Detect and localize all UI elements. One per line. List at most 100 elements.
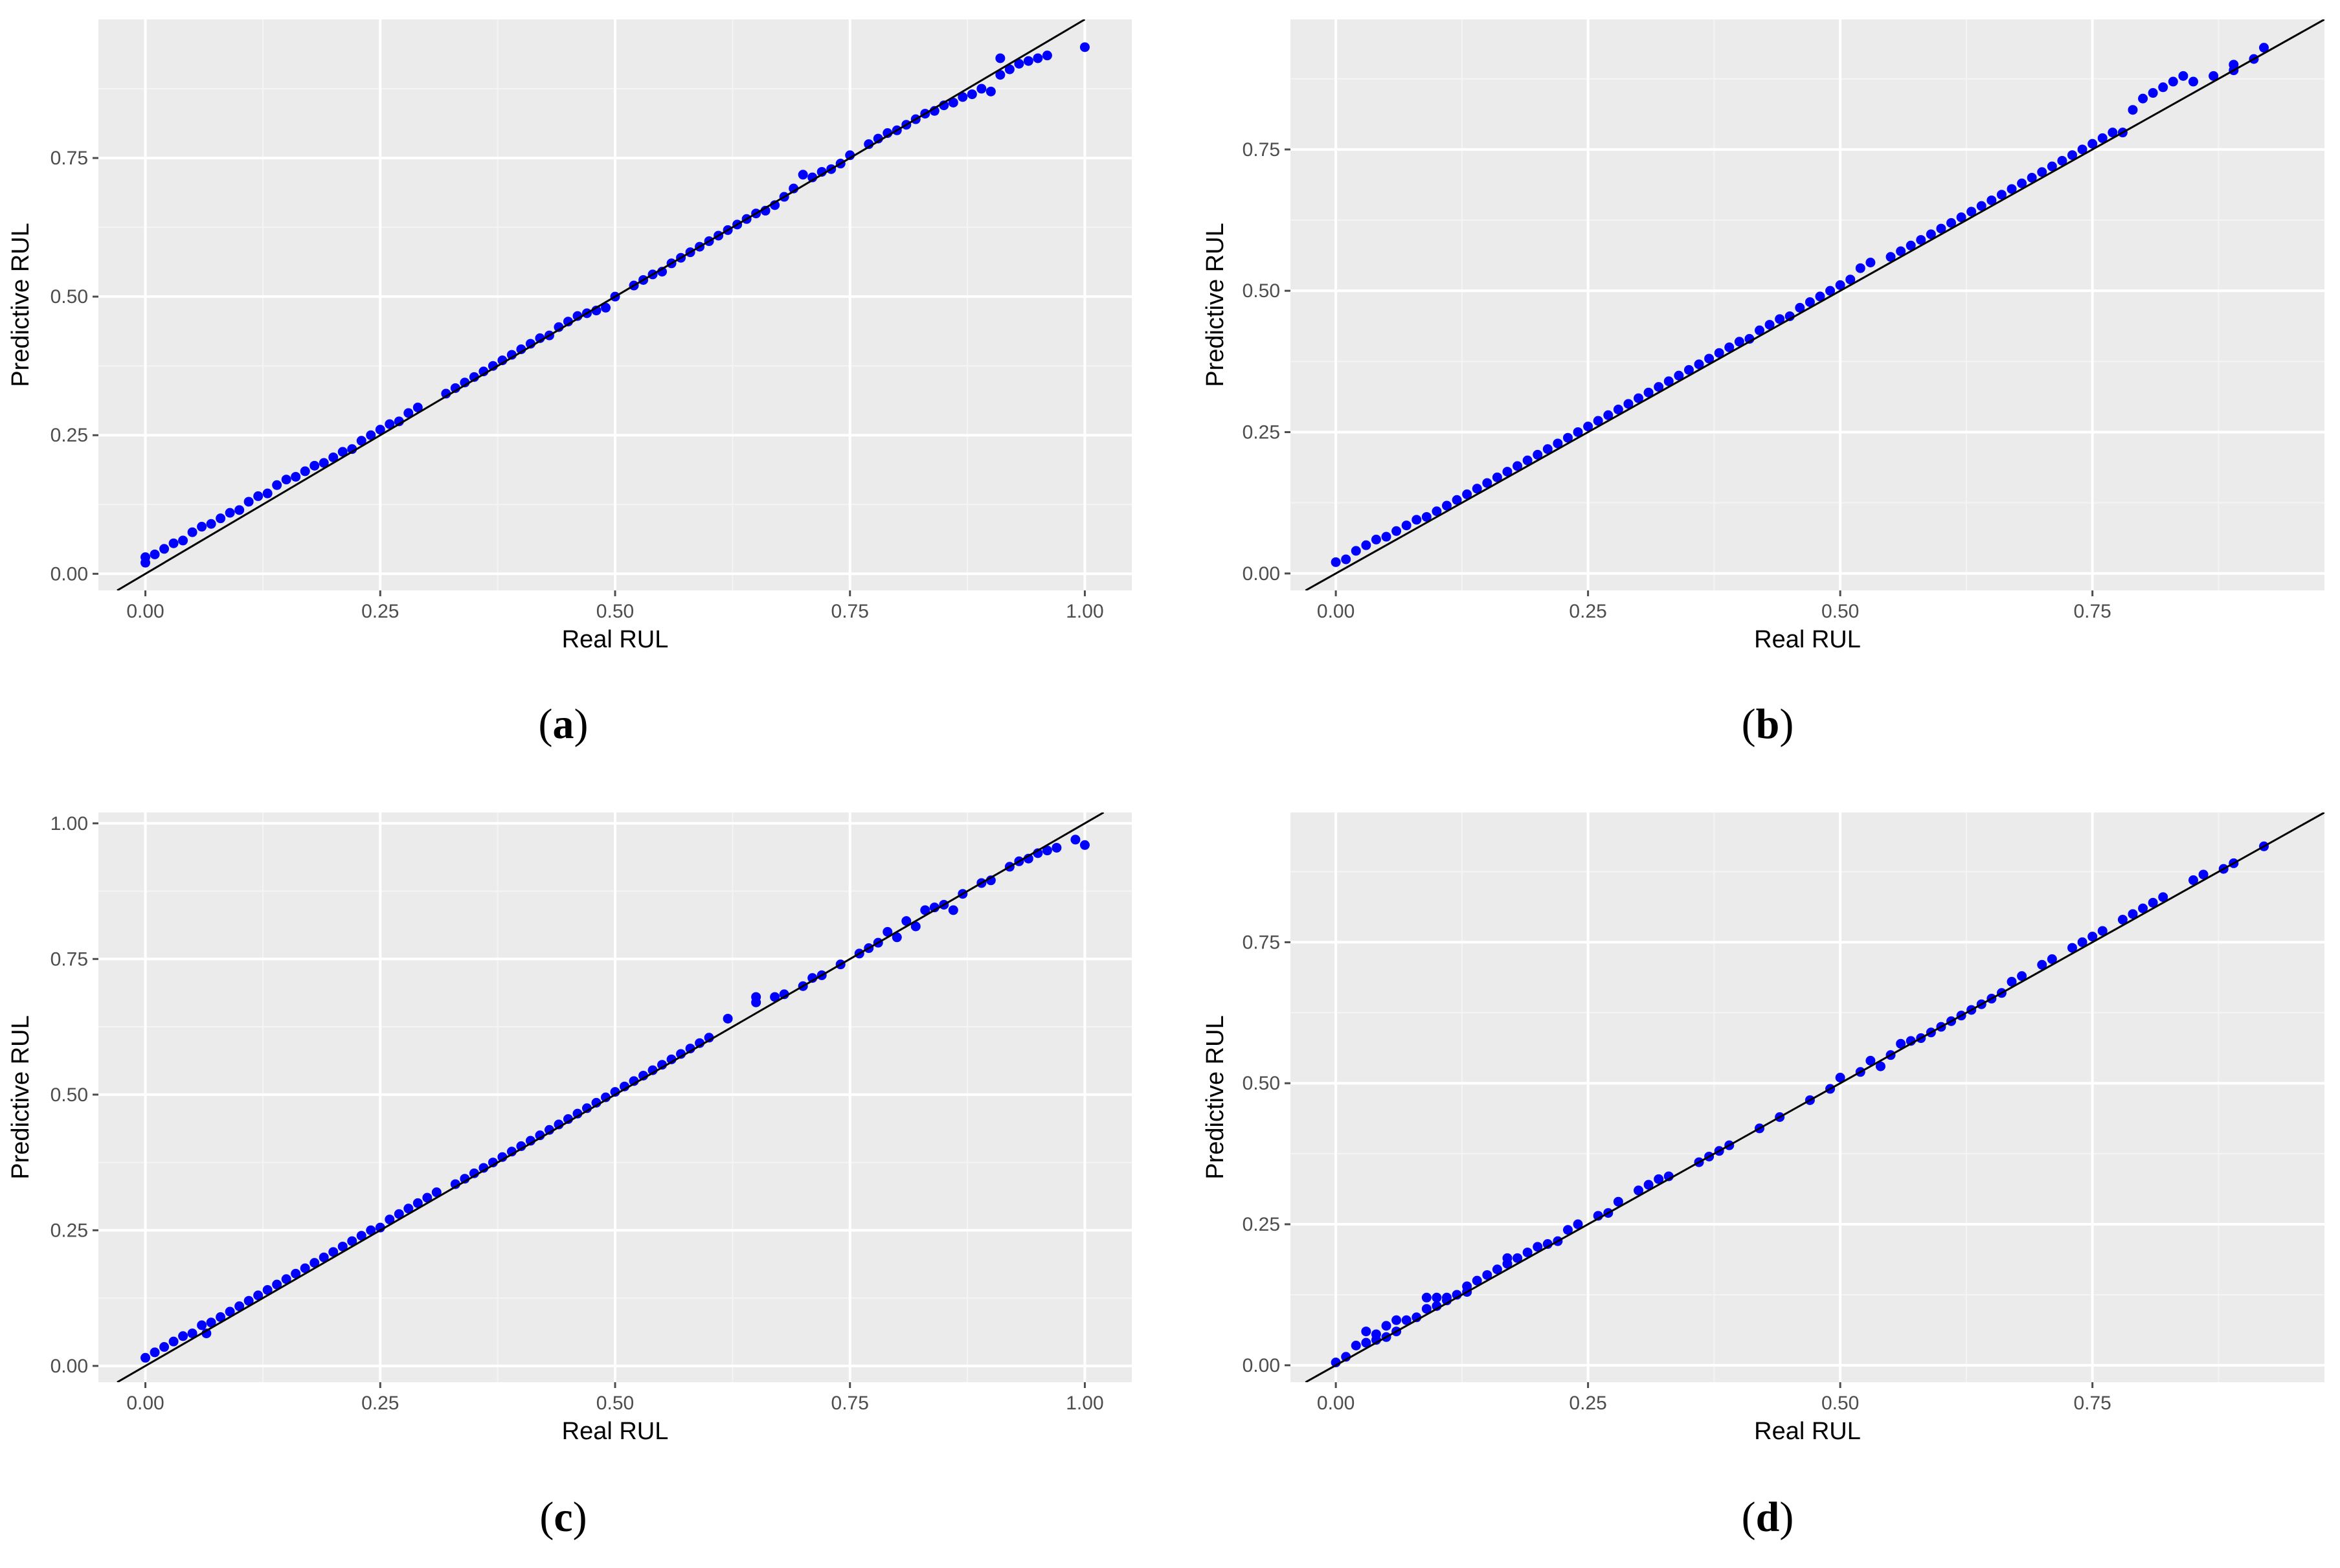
data-point	[1896, 246, 1906, 256]
data-point	[1513, 1253, 1523, 1263]
y-tick-label: 0.00	[51, 563, 88, 585]
y-tick-label: 0.00	[1243, 563, 1280, 585]
data-point	[1663, 376, 1674, 386]
data-point	[225, 1306, 235, 1317]
data-point	[1421, 1292, 1432, 1303]
y-tick-label: 0.75	[1243, 932, 1280, 953]
data-point	[1033, 53, 1043, 63]
data-point	[1562, 1225, 1573, 1235]
data-point	[272, 1279, 282, 1290]
x-axis-title: Real RUL	[1754, 626, 1861, 653]
data-point	[2259, 43, 2269, 53]
data-point	[243, 497, 254, 507]
data-point	[1042, 50, 1052, 61]
data-point	[1865, 1055, 1876, 1066]
data-point	[1825, 286, 1836, 296]
data-point	[234, 1301, 245, 1312]
data-point	[892, 932, 902, 943]
data-point	[309, 460, 320, 471]
data-point	[1754, 325, 1764, 335]
data-point	[216, 513, 226, 524]
data-point	[2087, 139, 2098, 149]
data-point	[197, 1320, 207, 1330]
x-tick-label: 0.25	[1569, 601, 1606, 622]
data-point	[243, 1295, 254, 1306]
x-tick-label: 0.00	[126, 601, 164, 622]
data-point	[1573, 1219, 1583, 1229]
data-point	[431, 1187, 442, 1198]
reference-line	[1305, 812, 2324, 1382]
x-tick-label: 0.00	[126, 1393, 164, 1414]
data-point	[1023, 56, 1033, 66]
data-point	[2027, 173, 2037, 183]
data-point	[901, 916, 912, 926]
data-point	[2138, 93, 2148, 104]
data-point	[1502, 467, 1513, 477]
y-axis-title: Predictive RUL	[7, 223, 34, 386]
data-point	[216, 1312, 226, 1322]
data-point	[1714, 348, 1724, 358]
data-point	[1522, 455, 1533, 465]
data-point	[967, 89, 977, 100]
data-point	[197, 522, 207, 532]
y-axis-title: Predictive RUL	[7, 1015, 34, 1179]
data-point	[2209, 71, 2219, 81]
data-layer	[1305, 19, 2324, 590]
x-tick-label: 1.00	[1066, 601, 1103, 622]
data-point	[366, 430, 376, 440]
data-point	[1634, 1185, 1644, 1196]
y-tick-label: 0.25	[1243, 421, 1280, 443]
data-point	[178, 535, 188, 546]
data-point	[309, 1258, 320, 1268]
x-axis-title: Real RUL	[562, 626, 669, 653]
data-point	[385, 1215, 395, 1225]
data-point	[1966, 207, 1977, 217]
data-point	[1441, 500, 1452, 511]
data-point	[1936, 223, 1946, 234]
data-point	[1724, 342, 1735, 352]
data-point	[1562, 432, 1573, 443]
data-point	[2158, 892, 2168, 902]
data-point	[2128, 909, 2138, 919]
data-point	[1533, 449, 1543, 460]
x-tick-label: 0.50	[1821, 1393, 1859, 1414]
panel-b: 0.00 0.25 0.50 0.75 0.00 0.25 0.50 0.75 Real RUL…	[1202, 19, 2324, 748]
panel-label: (b)	[1742, 700, 1794, 748]
data-point	[995, 70, 1006, 80]
data-point	[985, 86, 996, 96]
data-point	[2007, 976, 2017, 987]
data-point	[1815, 291, 1825, 302]
y-tick-label: 0.50	[1243, 1073, 1280, 1094]
data-point	[976, 84, 987, 94]
panel-a: 0.00 0.25 0.50 0.75 1.00 0.00 0.25 0.50 0.75 Real…	[7, 19, 1132, 748]
data-point	[168, 538, 179, 548]
data-point	[1603, 410, 1614, 420]
y-axis-title: Predictive RUL	[1202, 223, 1229, 386]
data-point	[1371, 1329, 1381, 1339]
data-point	[328, 1247, 339, 1257]
data-point	[1835, 280, 1845, 290]
data-point	[206, 1317, 216, 1328]
data-point	[1896, 1038, 1906, 1049]
data-point	[1593, 416, 1603, 426]
data-point	[1502, 1253, 1513, 1263]
data-point	[2047, 954, 2057, 965]
data-point	[1361, 1338, 1371, 1348]
data-point	[1906, 240, 1916, 251]
data-point	[2148, 897, 2158, 908]
data-point	[2148, 88, 2158, 98]
data-point	[347, 1236, 357, 1246]
data-point	[1926, 229, 1936, 240]
data-point	[1855, 263, 1865, 273]
data-point	[883, 926, 893, 937]
data-point	[958, 92, 968, 102]
y-tick-label: 0.00	[1243, 1355, 1280, 1376]
data-point	[403, 1204, 414, 1214]
data-point	[2168, 76, 2178, 87]
data-point	[1976, 201, 1986, 211]
data-point	[2037, 167, 2047, 177]
x-tick-label: 1.00	[1066, 1393, 1103, 1414]
y-tick-label: 0.75	[51, 948, 88, 970]
data-point	[141, 1352, 151, 1363]
